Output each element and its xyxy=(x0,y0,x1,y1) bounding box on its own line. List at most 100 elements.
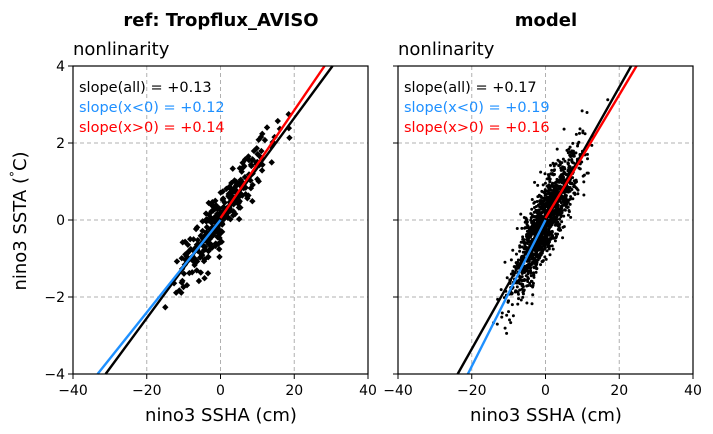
data-point xyxy=(570,157,574,161)
data-point xyxy=(511,248,515,252)
data-point xyxy=(199,227,206,235)
data-point xyxy=(241,162,248,170)
data-point xyxy=(263,124,271,131)
data-point xyxy=(255,178,262,185)
data-point xyxy=(181,238,189,245)
data-point xyxy=(528,281,532,285)
data-point xyxy=(563,208,567,212)
data-point xyxy=(553,239,557,243)
data-point xyxy=(546,238,550,242)
data-point xyxy=(515,226,519,230)
data-point xyxy=(535,200,539,204)
data-point xyxy=(187,235,194,243)
x-tick-label: 0 xyxy=(216,383,225,399)
slope-label-pos: slope(x>0) = +0.14 xyxy=(79,120,225,136)
fit-lines xyxy=(96,65,334,375)
data-point xyxy=(552,168,556,172)
data-point xyxy=(571,176,575,180)
data-point xyxy=(553,181,557,185)
data-point xyxy=(567,158,571,162)
data-point xyxy=(530,280,534,284)
data-point xyxy=(180,283,187,291)
data-point xyxy=(559,168,563,172)
y-tick-label: 2 xyxy=(56,136,65,152)
data-point xyxy=(551,212,555,216)
data-point xyxy=(531,271,535,275)
data-point xyxy=(545,249,549,253)
data-point xyxy=(505,331,509,335)
data-point xyxy=(520,245,524,249)
panel-reference: ref: Tropflux_AVISO nonlinarity nino3 SS… xyxy=(44,10,377,426)
data-point xyxy=(574,151,578,155)
data-point xyxy=(233,187,240,195)
data-point xyxy=(532,256,536,260)
data-point xyxy=(533,200,537,204)
data-point xyxy=(500,311,504,315)
data-point xyxy=(210,231,217,239)
data-point xyxy=(550,168,554,172)
data-point xyxy=(522,288,526,292)
data-point xyxy=(535,254,539,258)
data-point xyxy=(541,259,545,263)
data-point xyxy=(568,150,572,154)
data-point xyxy=(570,187,574,191)
data-point xyxy=(216,253,223,261)
data-point xyxy=(581,129,585,133)
data-point xyxy=(555,179,559,183)
data-point xyxy=(242,184,249,191)
data-point xyxy=(530,261,534,265)
data-point xyxy=(590,143,594,147)
data-point xyxy=(505,276,509,280)
data-point xyxy=(212,197,219,204)
data-point xyxy=(543,207,547,211)
data-point xyxy=(215,245,223,253)
data-point xyxy=(561,157,565,161)
data-point xyxy=(247,161,255,168)
data-point xyxy=(218,220,226,228)
y-tick-label: 4 xyxy=(56,59,65,75)
data-point xyxy=(559,205,563,209)
data-point xyxy=(259,130,266,138)
panel-subtitle: nonlinarity xyxy=(398,39,495,60)
x-axis-label: nino3 SSHA (cm) xyxy=(470,405,622,426)
data-point xyxy=(571,197,575,201)
data-point xyxy=(189,257,197,265)
data-point xyxy=(535,247,539,251)
data-point xyxy=(173,258,181,265)
x-tick-label: −40 xyxy=(58,383,88,399)
data-point xyxy=(556,158,560,162)
data-point xyxy=(516,290,520,294)
data-point xyxy=(526,275,530,279)
data-point xyxy=(582,193,586,197)
data-point xyxy=(566,213,570,217)
data-point xyxy=(555,188,559,192)
data-point xyxy=(561,225,565,229)
data-point xyxy=(521,292,525,296)
data-point xyxy=(522,216,526,220)
data-point xyxy=(574,178,578,182)
data-point xyxy=(509,321,513,325)
data-point xyxy=(545,230,549,234)
data-point xyxy=(569,195,573,199)
data-point xyxy=(557,164,561,168)
data-point xyxy=(530,302,534,306)
data-point xyxy=(527,258,531,262)
slope-annotations: slope(all) = +0.17 slope(x<0) = +0.19 slop… xyxy=(404,80,550,136)
data-point xyxy=(549,214,553,218)
data-point xyxy=(552,189,556,193)
data-point xyxy=(205,199,212,207)
data-point xyxy=(555,221,559,225)
data-point xyxy=(558,210,562,214)
data-point xyxy=(529,271,533,275)
data-point xyxy=(551,236,555,240)
data-point xyxy=(188,269,196,276)
data-point xyxy=(581,174,585,178)
data-point xyxy=(561,236,565,240)
data-point xyxy=(549,219,553,223)
data-point xyxy=(505,313,509,317)
data-point xyxy=(567,210,571,214)
data-point xyxy=(546,223,550,227)
data-point xyxy=(527,264,531,268)
data-point xyxy=(563,172,567,176)
data-point xyxy=(554,162,558,166)
